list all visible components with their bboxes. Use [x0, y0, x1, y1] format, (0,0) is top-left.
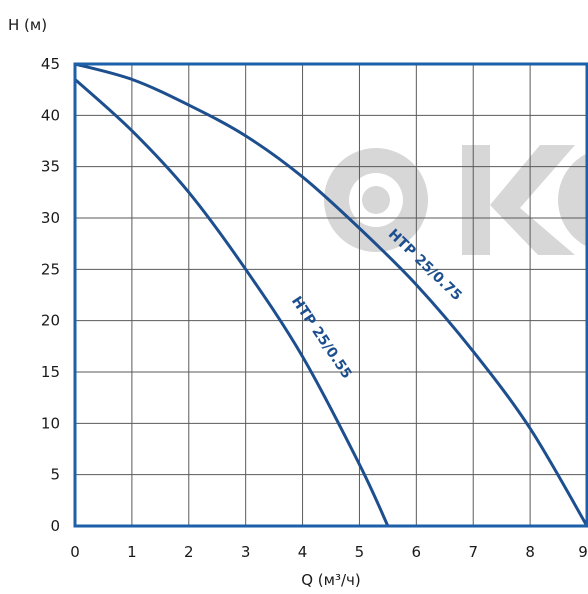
- x-tick-label: 7: [468, 543, 478, 561]
- series-line-0: [73, 77, 390, 528]
- y-tick-label: 15: [41, 363, 60, 381]
- y-tick-label: 20: [41, 312, 60, 330]
- y-tick-label: 40: [41, 106, 60, 124]
- y-tick-labels: 0 5 10 15 20 25 30 35 40 45: [41, 55, 60, 535]
- y-tick-label: 10: [41, 414, 60, 432]
- y-tick-label: 30: [41, 209, 60, 227]
- x-tick-label: 0: [70, 543, 80, 561]
- series-label-htp-25-055: HTP 25/0.55: [288, 294, 355, 382]
- series-layer: [73, 62, 588, 528]
- plot-frame: [73, 62, 588, 528]
- y-axis-title: H (м): [8, 16, 47, 34]
- watermark-logo: [324, 145, 588, 255]
- x-tick-label: 2: [184, 543, 194, 561]
- y-tick-label: 25: [41, 260, 60, 278]
- y-tick-label: 35: [41, 158, 60, 176]
- x-tick-label: 9: [578, 543, 588, 561]
- y-tick-label: 45: [41, 55, 60, 73]
- x-tick-label: 6: [412, 543, 422, 561]
- x-tick-label: 8: [525, 543, 535, 561]
- x-tick-label: 1: [127, 543, 137, 561]
- y-tick-label: 0: [50, 517, 60, 535]
- x-axis-title: Q (м³/ч): [301, 571, 361, 589]
- x-tick-label: 5: [355, 543, 365, 561]
- x-tick-label: 3: [241, 543, 251, 561]
- x-tick-labels: 0 1 2 3 4 5 6 7 8 9: [70, 543, 588, 561]
- grid-lines: [74, 63, 588, 527]
- x-tick-label: 4: [298, 543, 308, 561]
- series-line-1: [73, 62, 588, 528]
- y-tick-label: 5: [50, 466, 60, 484]
